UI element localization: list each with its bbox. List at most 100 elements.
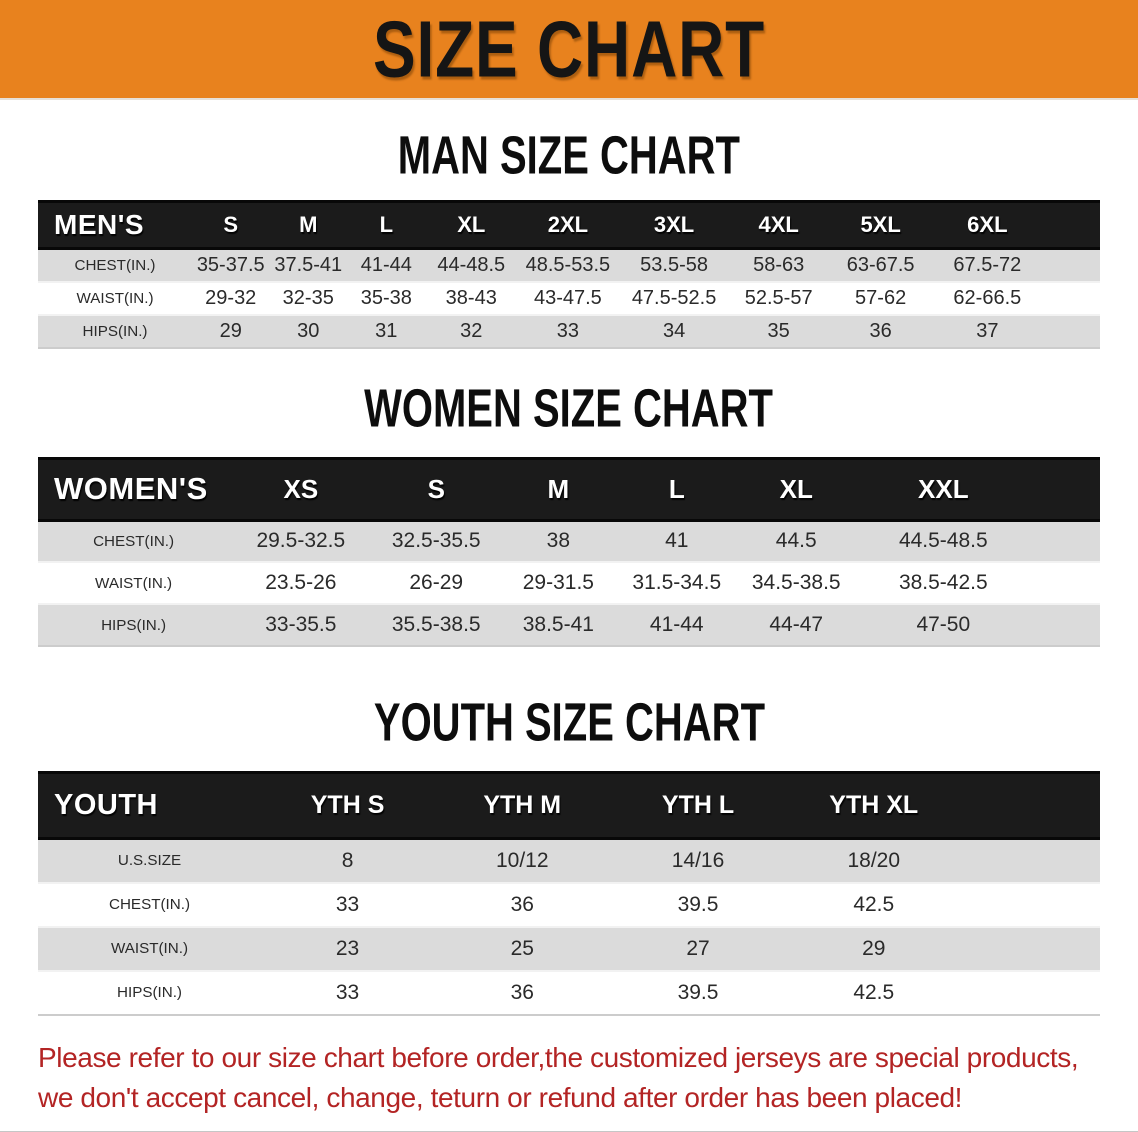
disclaimer-note: Please refer to our size chart before or… (0, 1038, 1138, 1119)
table-group-label: YOUTH (38, 771, 262, 840)
row-spacer (962, 883, 1100, 927)
header-spacer (961, 771, 1100, 840)
women-section-title: WOMEN SIZE CHART (364, 377, 774, 438)
row-spacer (1031, 604, 1100, 646)
row-label: HIPS(IN.) (117, 984, 182, 1001)
table-row: WAIST(IN.) 23.5-26 26-29 29-31.5 31.5-34.5 34… (38, 562, 1100, 604)
size-value: 38-43 (445, 286, 497, 309)
row-label: CHEST(IN.) (93, 532, 175, 550)
size-value: 37.5-41 (274, 253, 343, 276)
man-section-title: MAN SIZE CHART (397, 124, 741, 186)
row-label: U.S.SIZE (117, 852, 182, 870)
row-spacer (1031, 562, 1100, 604)
size-column-header: L (616, 456, 737, 522)
size-column-header: YTH M (434, 771, 611, 840)
size-column-header: 5XL (828, 200, 934, 250)
man-section-heading: MAN SIZE CHART (0, 124, 1138, 186)
table-row: CHEST(IN.) 33 36 39.5 42.5 (38, 882, 1100, 927)
row-label: CHEST(IN.) (74, 256, 156, 274)
row-spacer (1042, 282, 1101, 315)
size-column-header: YTH XL (785, 771, 962, 840)
women-size-table-container: WOMEN'S XS S M L XL XXL CHEST(IN.) 29.5-32.5 32.5… (0, 456, 1138, 648)
size-value: 29 (219, 319, 242, 342)
table-row: WAIST(IN.) 29-32 32-35 35-38 38-43 43-47.5 47.… (38, 281, 1101, 315)
size-value: 42.5 (853, 980, 895, 1004)
header-spacer (1030, 456, 1100, 522)
size-value: 8 (341, 848, 354, 872)
size-value: 44.5-48.5 (898, 529, 988, 553)
size-value: 67.5-72 (953, 253, 1022, 276)
size-value: 57-62 (855, 286, 907, 309)
size-column-header: XS (229, 456, 373, 522)
table-row: CHEST(IN.) 29.5-32.5 32.5-35.5 38 41 44.5 44.5… (38, 520, 1100, 562)
row-spacer (1042, 249, 1101, 282)
size-column-header: YTH S (261, 771, 435, 840)
women-section-heading: WOMEN SIZE CHART (0, 377, 1138, 438)
size-column-header: S (191, 200, 270, 250)
bottom-divider-bar (0, 1130, 1138, 1132)
table-group-label: MEN'S (38, 200, 192, 250)
size-value: 36 (869, 319, 892, 342)
size-value: 42.5 (853, 892, 895, 916)
row-spacer (962, 971, 1100, 1015)
row-label: WAIST(IN.) (95, 574, 173, 592)
size-column-header: M (269, 200, 348, 250)
table-group-label: WOMEN'S (38, 456, 230, 522)
size-value: 35-38 (360, 286, 412, 309)
table-row: CHEST(IN.) 35-37.5 37.5-41 41-44 44-48.5 48.5… (38, 248, 1101, 282)
disclaimer-line-2: we don't accept cancel, change, teturn o… (38, 1082, 963, 1114)
size-column-header: XXL (855, 456, 1031, 522)
size-value: 37 (976, 319, 999, 342)
size-column-header: S (372, 456, 500, 522)
size-value: 39.5 (677, 892, 719, 916)
size-value: 41-44 (360, 253, 412, 276)
size-value: 38.5-42.5 (898, 571, 988, 594)
size-value: 63-67.5 (846, 253, 915, 276)
size-value: 29-32 (205, 286, 257, 309)
table-row: HIPS(IN.) 33 36 39.5 42.5 (38, 970, 1100, 1015)
size-value: 18/20 (847, 848, 901, 872)
size-value: 33 (556, 319, 580, 342)
size-value: 38.5-41 (522, 613, 594, 636)
size-value: 53.5-58 (640, 253, 708, 276)
size-value: 26-29 (409, 571, 464, 594)
size-value: 48.5-53.5 (525, 253, 611, 276)
size-column-header: 2XL (516, 200, 619, 250)
row-spacer (962, 927, 1100, 971)
size-value: 41-44 (649, 613, 704, 636)
row-label: WAIST(IN.) (110, 940, 189, 957)
size-value: 34.5-38.5 (751, 571, 841, 594)
size-value: 31 (375, 319, 398, 342)
size-value: 10/12 (495, 848, 549, 872)
size-table: WOMEN'S XS S M L XL XXL CHEST(IN.) 29.5-32.5 32.5… (38, 456, 1100, 648)
size-value: 34 (662, 319, 686, 342)
size-value: 27 (686, 936, 710, 960)
row-spacer (1042, 315, 1101, 348)
size-table: YOUTH YTH S YTH M YTH L YTH XL U.S.SIZE 8 10/12… (38, 771, 1100, 1016)
size-value: 29.5-32.5 (256, 529, 346, 553)
size-column-header: 6XL (933, 200, 1042, 250)
size-value: 35.5-38.5 (391, 613, 481, 636)
size-value: 38 (546, 529, 571, 553)
row-label: WAIST(IN.) (76, 289, 154, 307)
row-label: CHEST(IN.) (109, 896, 190, 913)
size-value: 58-63 (753, 253, 805, 276)
youth-section-title: YOUTH SIZE CHART (373, 691, 765, 753)
size-value: 29 (862, 936, 886, 960)
size-column-header: M (499, 456, 617, 522)
header-spacer (1041, 200, 1100, 250)
size-value: 36 (510, 980, 534, 1004)
size-value: 23 (335, 936, 360, 960)
size-value: 32 (460, 319, 483, 342)
size-value: 32-35 (282, 286, 334, 309)
size-value: 30 (297, 319, 320, 342)
size-value: 33 (335, 892, 360, 916)
row-label: HIPS(IN.) (82, 322, 148, 340)
size-value: 36 (510, 892, 534, 916)
size-column-header: L (347, 200, 426, 250)
size-column-header: 3XL (618, 200, 730, 250)
men-size-table-container: MEN'S S M L XL 2XL 3XL 4XL 5XL 6XL CHEST(IN.) 35-37… (0, 200, 1138, 349)
size-value: 44-48.5 (437, 253, 506, 276)
row-spacer (962, 839, 1100, 883)
row-spacer (1031, 520, 1100, 562)
